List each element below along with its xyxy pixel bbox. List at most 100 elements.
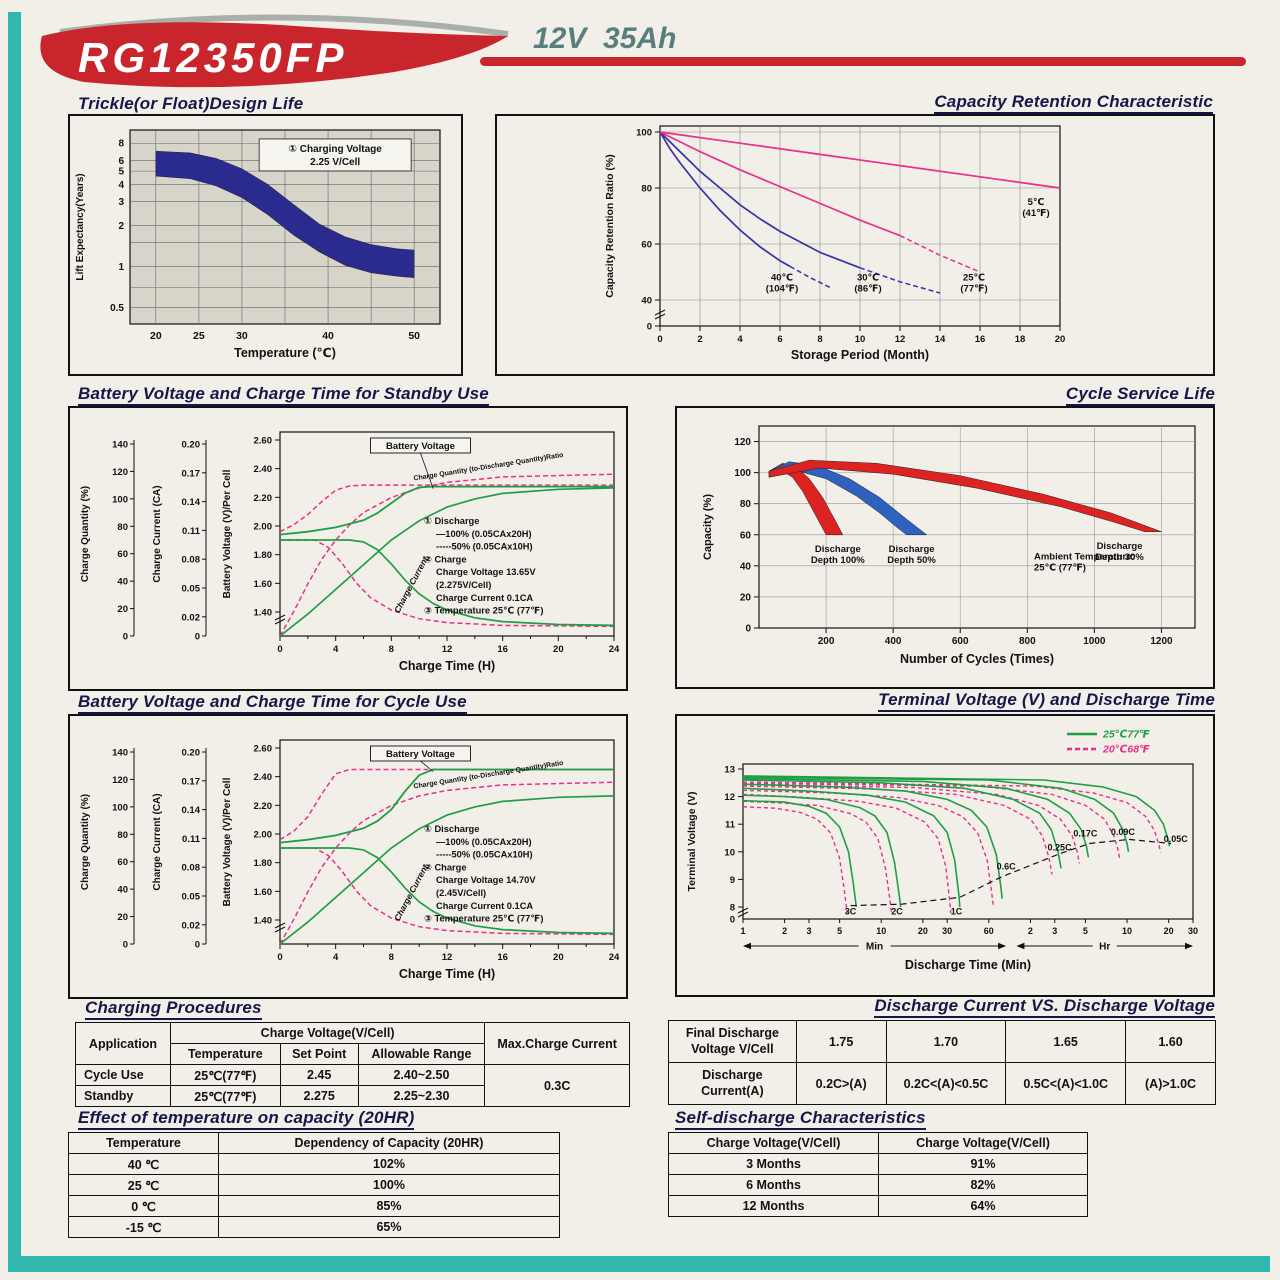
svg-text:(2.45V/Cell): (2.45V/Cell)	[436, 888, 486, 898]
svg-text:8: 8	[389, 952, 394, 963]
cell-max-current: 0.3C	[484, 1064, 630, 1107]
svg-text:2.60: 2.60	[254, 744, 273, 755]
svg-text:20: 20	[150, 330, 162, 342]
svg-text:20℃68℉: 20℃68℉	[1102, 744, 1150, 756]
svg-text:0.6C: 0.6C	[997, 862, 1017, 872]
cell-voltage: 1.60	[1125, 1020, 1216, 1063]
svg-text:Battery Voltage: Battery Voltage	[386, 749, 455, 760]
terminal-voltage-title: Terminal Voltage (V) and Discharge Time	[675, 690, 1215, 712]
svg-text:140: 140	[112, 440, 128, 451]
svg-text:8: 8	[817, 334, 822, 345]
svg-text:3C: 3C	[845, 907, 857, 917]
svg-text:0: 0	[277, 952, 282, 963]
svg-text:60: 60	[117, 857, 128, 868]
table-row: 0 ℃ 85%	[68, 1195, 560, 1217]
svg-text:0: 0	[647, 322, 652, 333]
table-row: Cycle Use 25℃(77℉) 2.45 2.40~2.50 0.3C	[75, 1064, 630, 1107]
svg-text:120: 120	[734, 437, 751, 448]
svg-text:0: 0	[277, 644, 282, 655]
svg-text:4: 4	[333, 952, 339, 963]
svg-text:120: 120	[112, 467, 128, 478]
cell-capacity: 65%	[218, 1216, 560, 1238]
svg-text:0.14: 0.14	[182, 497, 201, 508]
self-discharge-title: Self-discharge Characteristics	[675, 1108, 926, 1130]
svg-text:4: 4	[737, 334, 743, 345]
svg-text:-----50% (0.05CAx10H): -----50% (0.05CAx10H)	[436, 542, 533, 552]
svg-text:40: 40	[641, 296, 652, 307]
svg-text:② Charge: ② Charge	[424, 862, 467, 872]
svg-text:10: 10	[876, 926, 886, 936]
header-rule	[480, 57, 1246, 66]
col-header-charge-voltage: Charge Voltage(V/Cell)	[169, 1022, 486, 1044]
svg-text:0: 0	[657, 334, 662, 345]
col-header-dependency: Dependency of Capacity (20HR)	[218, 1132, 560, 1154]
svg-text:2.40: 2.40	[254, 464, 273, 475]
svg-text:1200: 1200	[1150, 636, 1173, 647]
cell-temperature: 25℃(77℉)	[169, 1085, 281, 1107]
svg-text:30: 30	[1188, 926, 1198, 936]
svg-text:10: 10	[724, 847, 735, 858]
svg-text:0: 0	[123, 940, 128, 951]
cell-months: 12 Months	[668, 1195, 879, 1217]
row-label-final-voltage: Final Discharge Voltage V/Cell	[668, 1020, 797, 1063]
svg-text:Lift Expectancy(Years): Lift Expectancy(Years)	[75, 173, 86, 280]
svg-text:Battery Voltage (V)/Per Cell: Battery Voltage (V)/Per Cell	[222, 777, 233, 906]
cell-temp: 40 ℃	[68, 1153, 219, 1175]
svg-text:1.40: 1.40	[254, 916, 273, 927]
svg-text:Charge Voltage 14.70V: Charge Voltage 14.70V	[436, 875, 536, 885]
cell-current: 0.2C>(A)	[795, 1062, 887, 1105]
svg-text:—100% (0.05CAx20H): —100% (0.05CAx20H)	[436, 529, 532, 539]
standby-charge-title: Battery Voltage and Charge Time for Stan…	[78, 384, 489, 406]
charging-procedures-table: Application Charge Voltage(V/Cell) Max.C…	[75, 1022, 630, 1107]
svg-text:6: 6	[777, 334, 782, 345]
col-header-set-point: Set Point	[279, 1043, 359, 1065]
svg-text:Battery Voltage (V)/Per Cell: Battery Voltage (V)/Per Cell	[222, 469, 233, 598]
svg-text:16: 16	[497, 644, 508, 655]
svg-text:Charge Time (H): Charge Time (H)	[399, 967, 495, 981]
svg-text:2.00: 2.00	[254, 830, 273, 841]
svg-text:8: 8	[389, 644, 394, 655]
svg-text:4: 4	[118, 180, 124, 191]
svg-text:60: 60	[641, 240, 652, 251]
svg-text:40℃(104℉): 40℃ (104℉)	[766, 272, 799, 294]
charging-procedures-title: Charging Procedures	[85, 998, 262, 1020]
svg-text:Charge Voltage 13.65V: Charge Voltage 13.65V	[436, 567, 536, 577]
svg-text:16: 16	[497, 952, 508, 963]
svg-text:0.20: 0.20	[182, 440, 201, 451]
svg-text:2: 2	[697, 334, 702, 345]
cell-temp: -15 ℃	[68, 1216, 219, 1238]
cell-current: (A)>1.0C	[1125, 1062, 1216, 1105]
svg-text:11: 11	[725, 820, 736, 831]
discharge-vs-table: Final Discharge Voltage V/Cell 1.75 1.70…	[668, 1020, 1216, 1105]
svg-text:140: 140	[112, 748, 128, 759]
left-accent-bar	[8, 12, 21, 1256]
temp-capacity-table: Temperature Dependency of Capacity (20HR…	[68, 1132, 560, 1238]
svg-text:Hr: Hr	[1099, 942, 1110, 953]
svg-text:100: 100	[112, 802, 128, 813]
table-row: 12 Months 64%	[668, 1195, 1088, 1217]
svg-text:40: 40	[117, 577, 128, 588]
capacity-retention-title: Capacity Retention Characteristic	[495, 92, 1213, 114]
svg-text:(2.275V/Cell): (2.275V/Cell)	[436, 580, 491, 590]
cell-capacity: 82%	[878, 1174, 1088, 1196]
svg-text:Charge Current (CA): Charge Current (CA)	[152, 793, 163, 890]
svg-text:80: 80	[641, 184, 652, 195]
svg-text:400: 400	[885, 636, 902, 647]
cell-current: 0.5C<(A)<1.0C	[1005, 1062, 1127, 1105]
svg-text:1.80: 1.80	[254, 858, 273, 869]
svg-text:1: 1	[118, 262, 124, 273]
svg-text:30: 30	[942, 926, 952, 936]
cell-voltage: 1.65	[1005, 1020, 1127, 1063]
svg-text:30℃(86℉): 30℃ (86℉)	[854, 272, 881, 294]
svg-text:800: 800	[1019, 636, 1036, 647]
discharge-vs-title: Discharge Current VS. Discharge Voltage	[675, 996, 1215, 1018]
svg-text:80: 80	[117, 522, 128, 533]
svg-text:Charge Quantity (%): Charge Quantity (%)	[80, 794, 91, 890]
svg-text:1.40: 1.40	[254, 608, 273, 619]
svg-text:2.00: 2.00	[254, 522, 273, 533]
table-row: Standby 25℃(77℉) 2.275 2.25~2.30	[75, 1085, 630, 1107]
